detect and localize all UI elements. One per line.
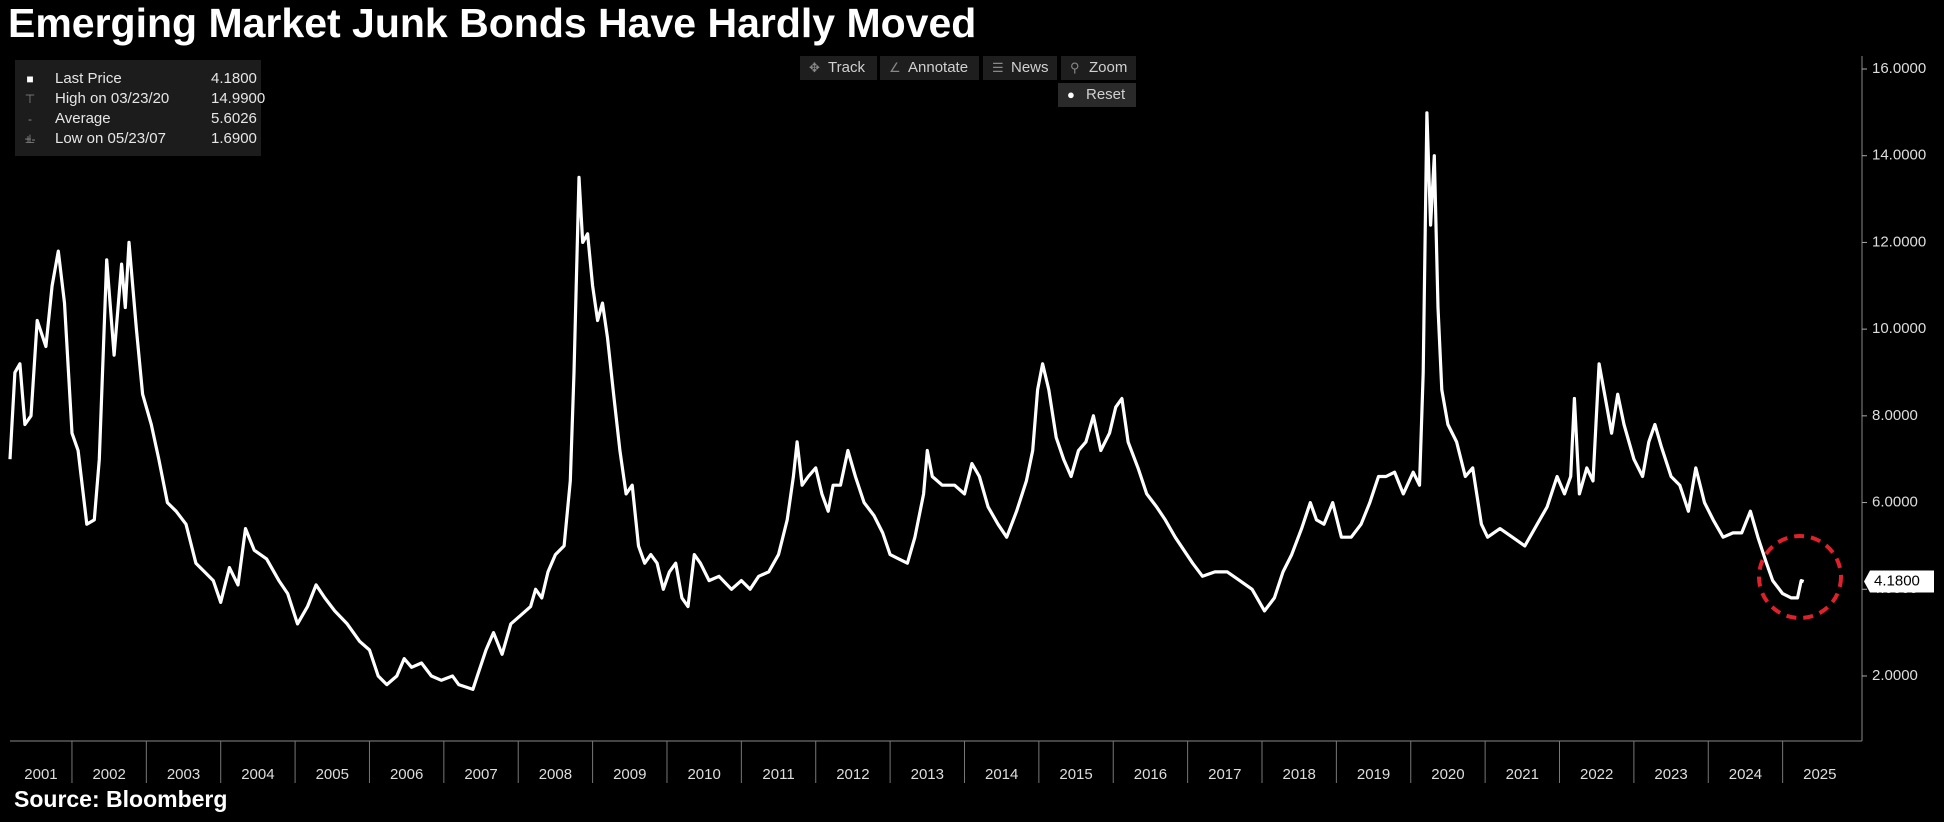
stats-row: ■ Last Price 4.1800 bbox=[15, 69, 261, 89]
stats-icon: ⊤ bbox=[24, 92, 36, 106]
stats-label: Low on 05/23/07 bbox=[55, 130, 166, 147]
y-tick-label: 10.0000 bbox=[1872, 320, 1926, 337]
stats-row: ⊤ High on 03/23/20 14.9900 bbox=[15, 89, 265, 109]
x-tick-label: 2024 bbox=[1729, 766, 1762, 783]
toolbar-icon: ● bbox=[1067, 87, 1075, 102]
x-tick-label: 2011 bbox=[762, 766, 794, 783]
stats-label: Last Price bbox=[55, 70, 122, 87]
toolbar-label: Annotate bbox=[908, 59, 969, 76]
x-tick-label: 2009 bbox=[613, 766, 646, 783]
x-tick-label: 2012 bbox=[836, 766, 869, 783]
x-tick-label: 2005 bbox=[316, 766, 349, 783]
y-tick-label: 16.0000 bbox=[1872, 60, 1926, 77]
toolbar-icon: ∠ bbox=[889, 60, 901, 75]
x-tick-label: 2020 bbox=[1431, 766, 1464, 783]
stats-value: 5.6026 bbox=[211, 110, 257, 127]
x-tick-label: 2023 bbox=[1654, 766, 1687, 783]
x-tick-label: 2016 bbox=[1134, 766, 1167, 783]
stats-value: 4.1800 bbox=[211, 70, 257, 87]
stats-icon: -+- bbox=[24, 112, 36, 146]
stats-icon: ■ bbox=[26, 72, 34, 86]
x-tick-label: 2010 bbox=[687, 766, 720, 783]
stats-value: 1.6900 bbox=[211, 130, 257, 147]
x-tick-label: 2007 bbox=[464, 766, 497, 783]
x-tick-label: 2003 bbox=[167, 766, 200, 783]
x-tick-label: 2001 bbox=[24, 766, 57, 783]
x-tick-label: 2008 bbox=[539, 766, 572, 783]
last-price-tag bbox=[1864, 570, 1934, 593]
stats-icon: ⊥ bbox=[24, 132, 36, 146]
y-tick-label: 6.0000 bbox=[1872, 494, 1918, 511]
toolbar-label: Reset bbox=[1086, 86, 1126, 103]
toolbar-button[interactable]: ● Reset bbox=[1058, 83, 1136, 107]
toolbar-label: Track bbox=[828, 59, 865, 76]
toolbar-button[interactable]: ⚲ Zoom bbox=[1061, 56, 1136, 80]
price-line bbox=[8, 111, 1805, 691]
x-tick-label: 2014 bbox=[985, 766, 1018, 783]
y-tick-label: 14.0000 bbox=[1872, 147, 1926, 164]
chart-title: Emerging Market Junk Bonds Have Hardly M… bbox=[8, 0, 977, 46]
toolbar-icon: ✥ bbox=[809, 60, 820, 75]
x-tick-label: 2004 bbox=[241, 766, 274, 783]
y-tick-label: 12.0000 bbox=[1872, 233, 1926, 250]
x-tick-label: 2015 bbox=[1059, 766, 1092, 783]
x-tick-label: 2013 bbox=[911, 766, 944, 783]
stats-row: -+- Average 5.6026 bbox=[15, 109, 261, 146]
stats-value: 14.9900 bbox=[211, 90, 266, 107]
y-tick-label: 8.0000 bbox=[1872, 407, 1918, 424]
toolbar-icon: ☰ bbox=[992, 60, 1004, 75]
toolbar-label: News bbox=[1011, 59, 1049, 76]
toolbar-label: Zoom bbox=[1089, 59, 1128, 76]
toolbar-button[interactable]: ☰ News bbox=[983, 56, 1057, 80]
toolbar-button[interactable]: ∠ Annotate bbox=[880, 56, 979, 80]
last-price-label: 4.1800 bbox=[1874, 572, 1920, 589]
highlight-circle bbox=[1757, 534, 1843, 620]
y-tick-label: 2.0000 bbox=[1872, 667, 1918, 684]
toolbar-button[interactable]: ✥ Track bbox=[800, 56, 877, 80]
x-tick-label: 2018 bbox=[1282, 766, 1315, 783]
stats-box: ■ Last Price 4.1800 ⊤ High on 03/23/20 14.990… bbox=[15, 60, 265, 156]
toolbar-icon: ⚲ bbox=[1070, 60, 1080, 75]
x-tick-label: 2006 bbox=[390, 766, 423, 783]
x-tick-label: 2002 bbox=[92, 766, 125, 783]
x-tick-label: 2021 bbox=[1506, 766, 1539, 783]
stats-label: High on 03/23/20 bbox=[55, 90, 170, 107]
source: Source: Bloomberg bbox=[14, 786, 228, 812]
x-tick-label: 2025 bbox=[1803, 766, 1836, 783]
x-tick-label: 2017 bbox=[1208, 766, 1241, 783]
stats-row: ⊥ Low on 05/23/07 1.6900 bbox=[15, 129, 261, 149]
x-tick-label: 2022 bbox=[1580, 766, 1613, 783]
x-tick-label: 2019 bbox=[1357, 766, 1390, 783]
stats-label: Average bbox=[55, 110, 111, 127]
